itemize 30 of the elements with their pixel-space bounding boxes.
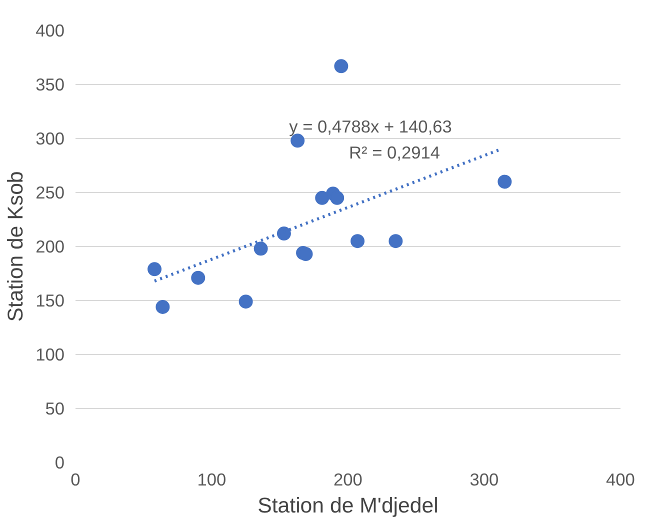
point	[148, 262, 162, 276]
y-tick-label: 150	[36, 290, 65, 310]
point	[276, 226, 291, 241]
point	[330, 190, 344, 205]
point	[238, 294, 253, 309]
x-tick-label: 200	[334, 470, 362, 490]
y-axis-title: Station de Ksob	[4, 171, 28, 322]
point	[388, 234, 403, 248]
point	[254, 242, 268, 256]
y-tick-label: 50	[45, 398, 65, 418]
annotation: y = 0,4788x + 140,63	[289, 116, 452, 136]
point	[315, 190, 330, 205]
y-tick-label: 200	[36, 236, 65, 256]
y-tick-label: 0	[54, 452, 65, 472]
y-tick-label: 250	[36, 182, 65, 202]
y-tick-label: 100	[36, 344, 65, 364]
point	[191, 270, 206, 285]
point	[498, 174, 512, 189]
x-tick-label: 300	[470, 470, 499, 490]
y-tick-label: 350	[36, 74, 65, 94]
y-tick-label: 400	[36, 20, 65, 40]
annotation: R² = 0,2914	[348, 142, 440, 162]
point	[350, 234, 365, 248]
x-tick-label: 400	[606, 470, 635, 490]
y-tick-label: 300	[36, 128, 65, 148]
x-tick-label: 0	[70, 470, 80, 490]
point	[334, 59, 348, 74]
x-tick-label: 100	[197, 470, 226, 490]
point	[156, 300, 170, 314]
x-axis-title: Station de M'djedel	[258, 494, 438, 518]
